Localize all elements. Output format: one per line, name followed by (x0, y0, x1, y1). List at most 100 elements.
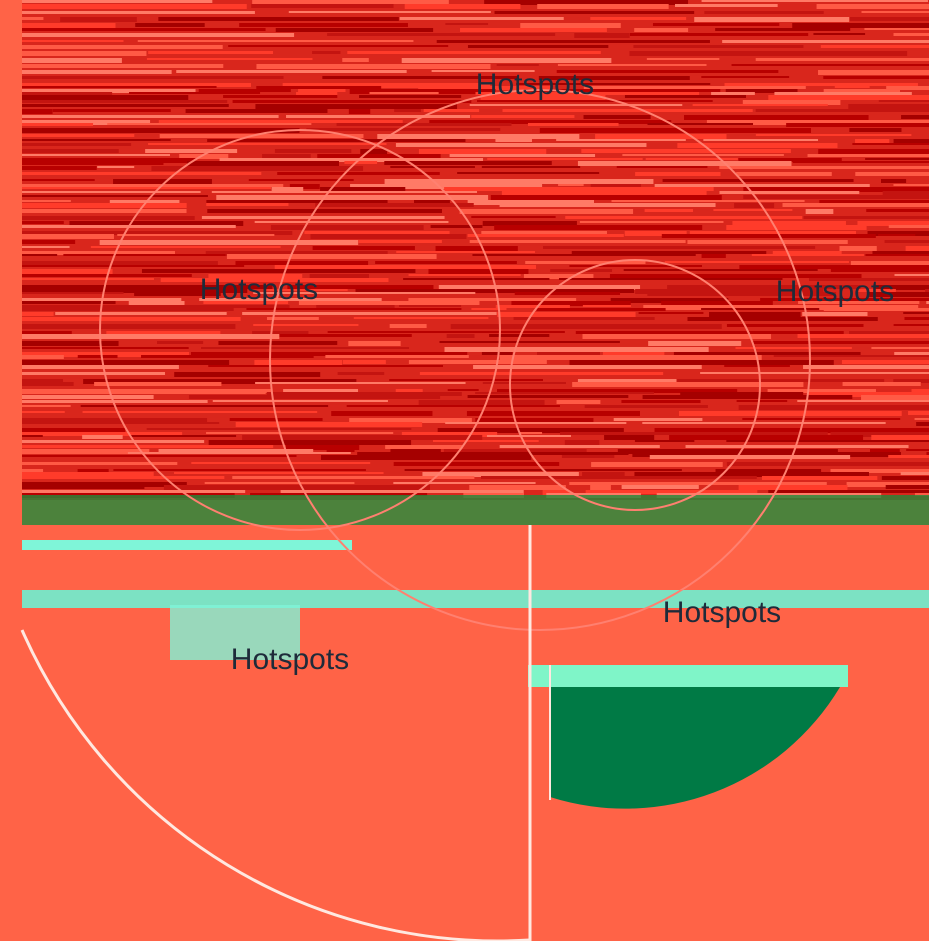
stripe (904, 317, 929, 320)
stripe (69, 221, 244, 226)
stripe (846, 482, 929, 487)
stripe (494, 11, 695, 14)
stripe (262, 154, 311, 158)
stripe (511, 301, 631, 306)
stripe (22, 405, 71, 407)
stripe (321, 455, 532, 460)
stripe (251, 4, 394, 8)
stripe (701, 308, 820, 310)
stripe (235, 261, 369, 265)
stripe (577, 379, 677, 382)
stripe (499, 445, 660, 448)
stripe (457, 172, 600, 174)
hotspot-label[interactable]: Hotspots (231, 643, 349, 676)
stripe (408, 274, 521, 276)
stripe (881, 476, 929, 480)
stripe (473, 365, 702, 369)
stripe (212, 400, 388, 402)
stripe (830, 432, 929, 437)
stripe (430, 225, 483, 228)
stripe (490, 195, 722, 200)
stripe (760, 298, 929, 301)
stripe (437, 428, 624, 433)
stripe (487, 158, 643, 160)
stripe (377, 134, 580, 139)
stripe (223, 95, 338, 98)
stripe (22, 372, 166, 375)
stripe (643, 305, 919, 310)
stripe (680, 392, 804, 397)
white-arc (20, 629, 531, 941)
stripe (327, 331, 565, 333)
stripe (866, 209, 929, 212)
stripe (711, 92, 755, 95)
stripe (486, 435, 572, 437)
hotspot-label[interactable]: Hotspots (200, 273, 318, 306)
stripe (358, 240, 442, 243)
stripe (304, 231, 450, 234)
stripe (818, 70, 929, 75)
stripe (94, 382, 222, 386)
stripe (850, 261, 929, 266)
stripe (774, 92, 912, 95)
stripe (254, 360, 343, 365)
stripe (158, 449, 314, 452)
stripe (22, 395, 154, 399)
stripe (881, 179, 907, 183)
hotspot-label[interactable]: Hotspots (663, 596, 781, 629)
stripe (751, 254, 864, 256)
stripe (444, 347, 500, 352)
stripe (22, 312, 54, 316)
stripe (232, 100, 472, 103)
stripe (347, 51, 601, 54)
stripe (22, 365, 179, 369)
stripe (692, 104, 828, 106)
stripe (128, 301, 185, 305)
stripe (602, 352, 665, 355)
stripe (870, 449, 900, 454)
stripe (782, 203, 929, 207)
stripe (893, 33, 929, 36)
stripe (480, 476, 757, 479)
stripe (482, 382, 567, 384)
stripe (701, 0, 928, 2)
stripe (467, 200, 594, 205)
stripe (137, 40, 414, 42)
stripe (350, 184, 543, 189)
stripe (569, 482, 827, 485)
stripe (22, 187, 272, 189)
stripe (22, 76, 284, 79)
stripe (484, 0, 689, 5)
stripe (346, 405, 560, 407)
stripe (255, 382, 466, 384)
stripe (22, 154, 170, 156)
hotspot-label[interactable]: Hotspots (776, 275, 894, 308)
stripe (647, 292, 837, 296)
stripe (703, 139, 819, 141)
stripe (22, 317, 241, 321)
stripe (179, 154, 229, 159)
stripe (201, 216, 445, 219)
stripe (715, 469, 822, 472)
stripe (642, 395, 853, 399)
hotspot-label[interactable]: Hotspots (476, 68, 594, 101)
stripe (22, 305, 290, 308)
stripe (582, 305, 631, 307)
stripe (467, 395, 629, 398)
stripe (678, 411, 902, 416)
stripe (22, 445, 274, 448)
stripe (803, 216, 929, 219)
stripe (22, 428, 126, 432)
stripe (127, 452, 351, 454)
stripe (820, 45, 929, 48)
stripe (337, 372, 385, 375)
stripe (471, 115, 575, 118)
stripe (22, 203, 187, 208)
stripe (431, 70, 535, 72)
stripe (99, 240, 359, 245)
stripe (22, 104, 229, 107)
stripe (803, 365, 929, 369)
stripe (201, 347, 410, 349)
stripe (389, 324, 427, 328)
stripe (279, 334, 412, 337)
